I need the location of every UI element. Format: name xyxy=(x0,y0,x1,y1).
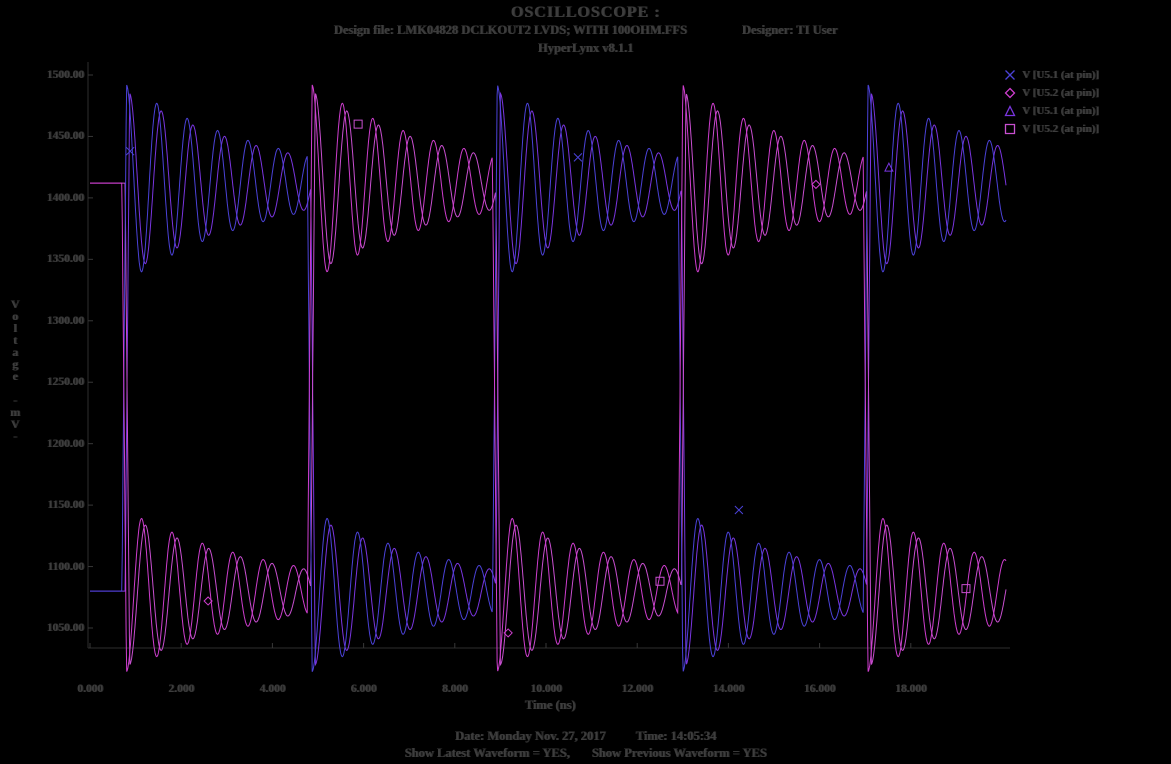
y-tick-label: 1050.00 xyxy=(46,622,84,634)
y-tick-label: 1250.00 xyxy=(46,376,84,389)
app-version-label: HyperLynx v8.1.1 xyxy=(537,41,634,55)
y-tick-label: 1450.00 xyxy=(46,130,84,143)
x-tick-label: 4.000 xyxy=(259,683,286,695)
y-tick-label: 1400.00 xyxy=(46,191,84,204)
x-marker-icon xyxy=(125,146,135,156)
square-legend-icon xyxy=(1004,123,1016,135)
time-label: Time: 14:05:34 xyxy=(635,729,717,743)
x-axis-title: Time (ns) xyxy=(524,698,576,712)
legend-label: V [U5.1 (at pin)] xyxy=(1022,69,1099,81)
page-title: OSCILLOSCOPE : xyxy=(510,4,661,21)
diamond-marker-icon xyxy=(811,179,821,190)
x-legend-icon xyxy=(1005,70,1015,80)
x-tick-label: 14.000 xyxy=(712,683,745,695)
x-tick-label: 16.000 xyxy=(803,683,836,695)
subtitle-row: Design file: LMK04828 DCLKOUT2 LVDS; WIT… xyxy=(0,23,1171,38)
x-tick-label: 6.000 xyxy=(350,683,377,695)
x-marker-icon xyxy=(573,152,583,162)
square-marker-icon xyxy=(961,584,971,594)
footer-datetime: Date: Monday Nov. 27, 2017 Time: 14:05:34 xyxy=(0,729,1171,744)
x-tick-label: 10.000 xyxy=(530,683,562,695)
y-tick-label: 1200.00 xyxy=(46,437,84,450)
date-label: Date: Monday Nov. 27, 2017 xyxy=(454,729,606,743)
legend-item: V [U5.1 (at pin)] xyxy=(1004,66,1099,84)
triangle-legend-icon xyxy=(1004,105,1016,117)
waveform-trace-diamond xyxy=(90,84,1007,672)
designer-label: Designer: TI User xyxy=(741,23,838,37)
legend-item: V [U5.2 (at pin)] xyxy=(1004,120,1099,138)
square-marker-icon xyxy=(353,119,363,129)
waveform-trace-square xyxy=(90,93,1007,667)
waveform-trace-triangle xyxy=(90,91,1007,667)
x-tick-label: 8.000 xyxy=(441,683,468,695)
y-tick-label: 1500.00 xyxy=(46,69,84,81)
y-tick-label: 1150.00 xyxy=(47,499,84,512)
legend: V [U5.1 (at pin)] V [U5.2 (at pin)] V [U5.… xyxy=(1004,66,1099,138)
y-tick-label: 1350.00 xyxy=(46,253,84,266)
footer-waveform-settings: Show Latest Waveform = YES, Show Previous… xyxy=(0,746,1171,761)
design-file-label: Design file: LMK04828 DCLKOUT2 LVDS; WIT… xyxy=(333,23,687,37)
waveform-trace-x xyxy=(90,84,1007,672)
x-tick-label: 18.000 xyxy=(894,683,927,695)
x-marker-icon xyxy=(734,505,744,515)
x-tick-label: 2.000 xyxy=(168,683,195,695)
legend-label: V [U5.2 (at pin)] xyxy=(1022,87,1099,99)
show-latest-label: Show Latest Waveform = YES, xyxy=(404,746,570,760)
legend-label: V [U5.1 (at pin)] xyxy=(1022,105,1099,117)
diamond-marker-icon xyxy=(503,628,513,638)
x-tick-label: 0.000 xyxy=(77,683,103,695)
square-marker-icon xyxy=(655,576,665,586)
show-previous-label: Show Previous Waveform = YES xyxy=(591,746,767,760)
diamond-marker-icon xyxy=(203,596,213,606)
x-tick-label: 12.000 xyxy=(621,683,653,695)
triangle-marker-icon xyxy=(884,162,894,172)
legend-label: V [U5.2 (at pin)] xyxy=(1022,123,1099,135)
legend-item: V [U5.1 (at pin)] xyxy=(1004,102,1099,120)
y-tick-label: 1300.00 xyxy=(46,314,84,327)
y-tick-label: 1100.00 xyxy=(47,560,84,573)
axis-frame xyxy=(87,62,1010,649)
legend-item: V [U5.2 (at pin)] xyxy=(1004,84,1099,102)
diamond-legend-icon xyxy=(1004,87,1016,99)
